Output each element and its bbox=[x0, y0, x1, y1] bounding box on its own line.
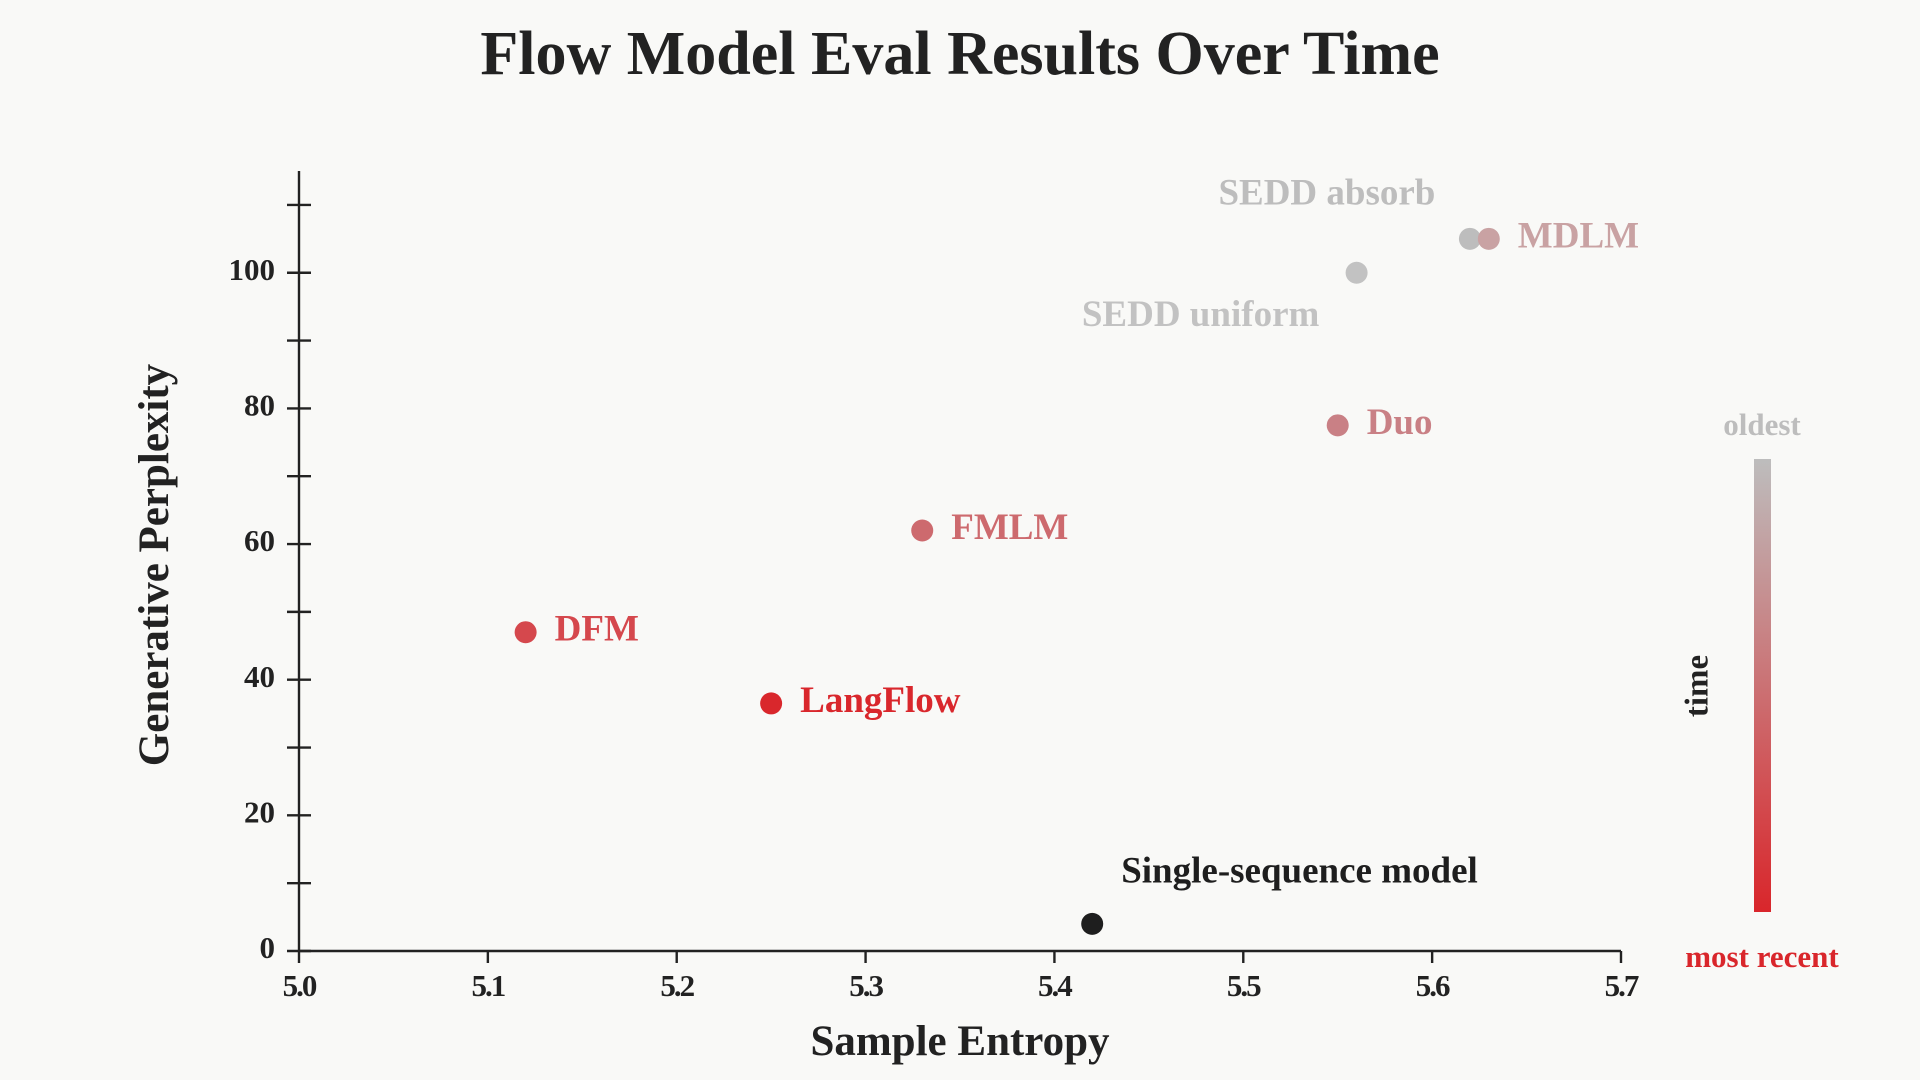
point-label: SEDD absorb bbox=[1218, 172, 1435, 213]
colorbar-top-label: oldest bbox=[1723, 407, 1801, 442]
x-tick-label: 5.5 bbox=[1227, 968, 1261, 1003]
point-label: DFM bbox=[555, 609, 639, 650]
point bbox=[514, 621, 537, 644]
y-tick-label: 60 bbox=[244, 523, 275, 558]
point-label: Single-sequence model bbox=[1121, 850, 1478, 891]
point bbox=[1326, 414, 1349, 437]
chart-title: Flow Model Eval Results Over Time bbox=[480, 20, 1439, 88]
y-axis-label: Generative Perplexity bbox=[131, 363, 178, 766]
x-tick-label: 5.0 bbox=[283, 968, 317, 1003]
x-tick-label: 5.2 bbox=[660, 968, 694, 1003]
x-tick-label: 5.7 bbox=[1605, 968, 1639, 1003]
point bbox=[1477, 227, 1500, 250]
y-tick-label: 0 bbox=[260, 930, 276, 965]
colorbar bbox=[1754, 459, 1771, 912]
point bbox=[1458, 227, 1481, 250]
y-tick-label: 100 bbox=[229, 252, 276, 287]
y-tick-label: 80 bbox=[244, 388, 275, 423]
x-axis-label: Sample Entropy bbox=[810, 1018, 1110, 1065]
point bbox=[760, 692, 783, 715]
point-label: Duo bbox=[1367, 402, 1433, 443]
y-tick-label: 40 bbox=[244, 659, 275, 694]
point bbox=[1345, 261, 1368, 284]
point-label: LangFlow bbox=[800, 680, 961, 721]
y-tick-label: 20 bbox=[244, 794, 275, 829]
point-label: FMLM bbox=[951, 507, 1068, 548]
x-tick-label: 5.6 bbox=[1416, 968, 1450, 1003]
colorbar-bottom-label: most recent bbox=[1685, 939, 1839, 974]
x-tick-label: 5.4 bbox=[1038, 968, 1072, 1003]
point bbox=[1081, 912, 1104, 935]
x-tick-label: 5.1 bbox=[471, 968, 504, 1003]
point-label: SEDD uniform bbox=[1082, 294, 1320, 335]
colorbar-label: time bbox=[1680, 655, 1716, 717]
x-tick-label: 5.3 bbox=[849, 968, 883, 1003]
point bbox=[911, 519, 934, 542]
point-label: MDLM bbox=[1518, 215, 1639, 256]
